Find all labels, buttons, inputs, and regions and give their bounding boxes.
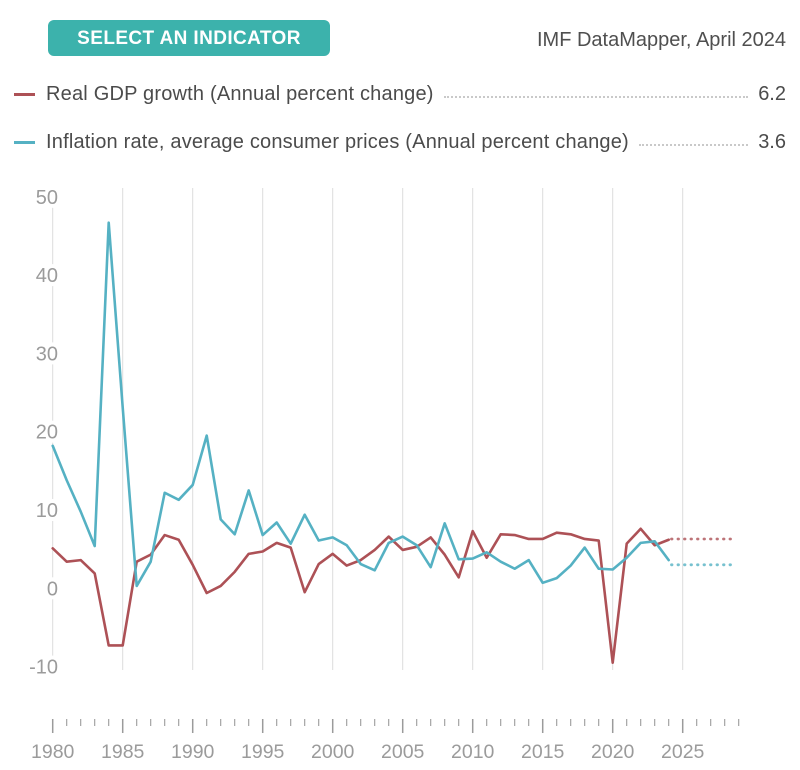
legend-label-inflation: Inflation rate, average consumer prices … — [46, 130, 629, 153]
x-axis-label: 2015 — [521, 741, 565, 763]
y-label-bg — [20, 185, 60, 208]
select-indicator-button[interactable]: SELECT AN INDICATOR — [48, 20, 330, 56]
y-axis-label: 50 — [36, 187, 58, 209]
y-label-bg — [20, 264, 60, 287]
legend-value-inflation: 3.6 — [758, 130, 786, 153]
x-axis-label: 2010 — [451, 741, 495, 763]
legend-row-gdp[interactable]: Real GDP growth (Annual percent change) … — [14, 81, 786, 107]
datamapper-attribution: IMF DataMapper, April 2024 — [536, 29, 786, 51]
inflation-line[interactable] — [51, 221, 671, 588]
y-axis-label: 30 — [36, 343, 58, 365]
y-label-bg — [20, 499, 60, 521]
y-axis-label: 0 — [47, 578, 58, 600]
x-axis-label: 1995 — [241, 741, 285, 763]
legend-label-gdp: Real GDP growth (Annual percent change) — [46, 82, 434, 105]
legend-value-gdp: 6.2 — [758, 82, 786, 105]
inflation-line-swatch — [14, 140, 35, 144]
x-axis-label: 2000 — [311, 741, 355, 763]
x-axis-label: 2020 — [591, 741, 635, 763]
y-axis-label: 20 — [36, 422, 58, 444]
gdp-line-swatch — [14, 92, 35, 96]
y-axis-label: -10 — [29, 657, 58, 679]
y-axis-label: 10 — [36, 500, 58, 522]
dotted-leader — [638, 144, 749, 146]
x-axis-label: 1985 — [101, 741, 145, 763]
x-axis-label: 1980 — [31, 741, 75, 763]
y-label-bg — [20, 655, 60, 678]
y-label-bg — [20, 577, 60, 600]
x-axis-label: 1990 — [171, 741, 215, 763]
y-axis-label: 40 — [36, 265, 58, 287]
gdp-line[interactable] — [51, 527, 671, 664]
legend-row-inflation[interactable]: Inflation rate, average consumer prices … — [14, 129, 786, 155]
dotted-leader — [443, 96, 749, 98]
y-label-bg — [20, 342, 60, 365]
x-axis-label: 2005 — [381, 741, 425, 763]
y-label-bg — [20, 420, 60, 443]
x-axis-label: 2025 — [661, 741, 705, 763]
